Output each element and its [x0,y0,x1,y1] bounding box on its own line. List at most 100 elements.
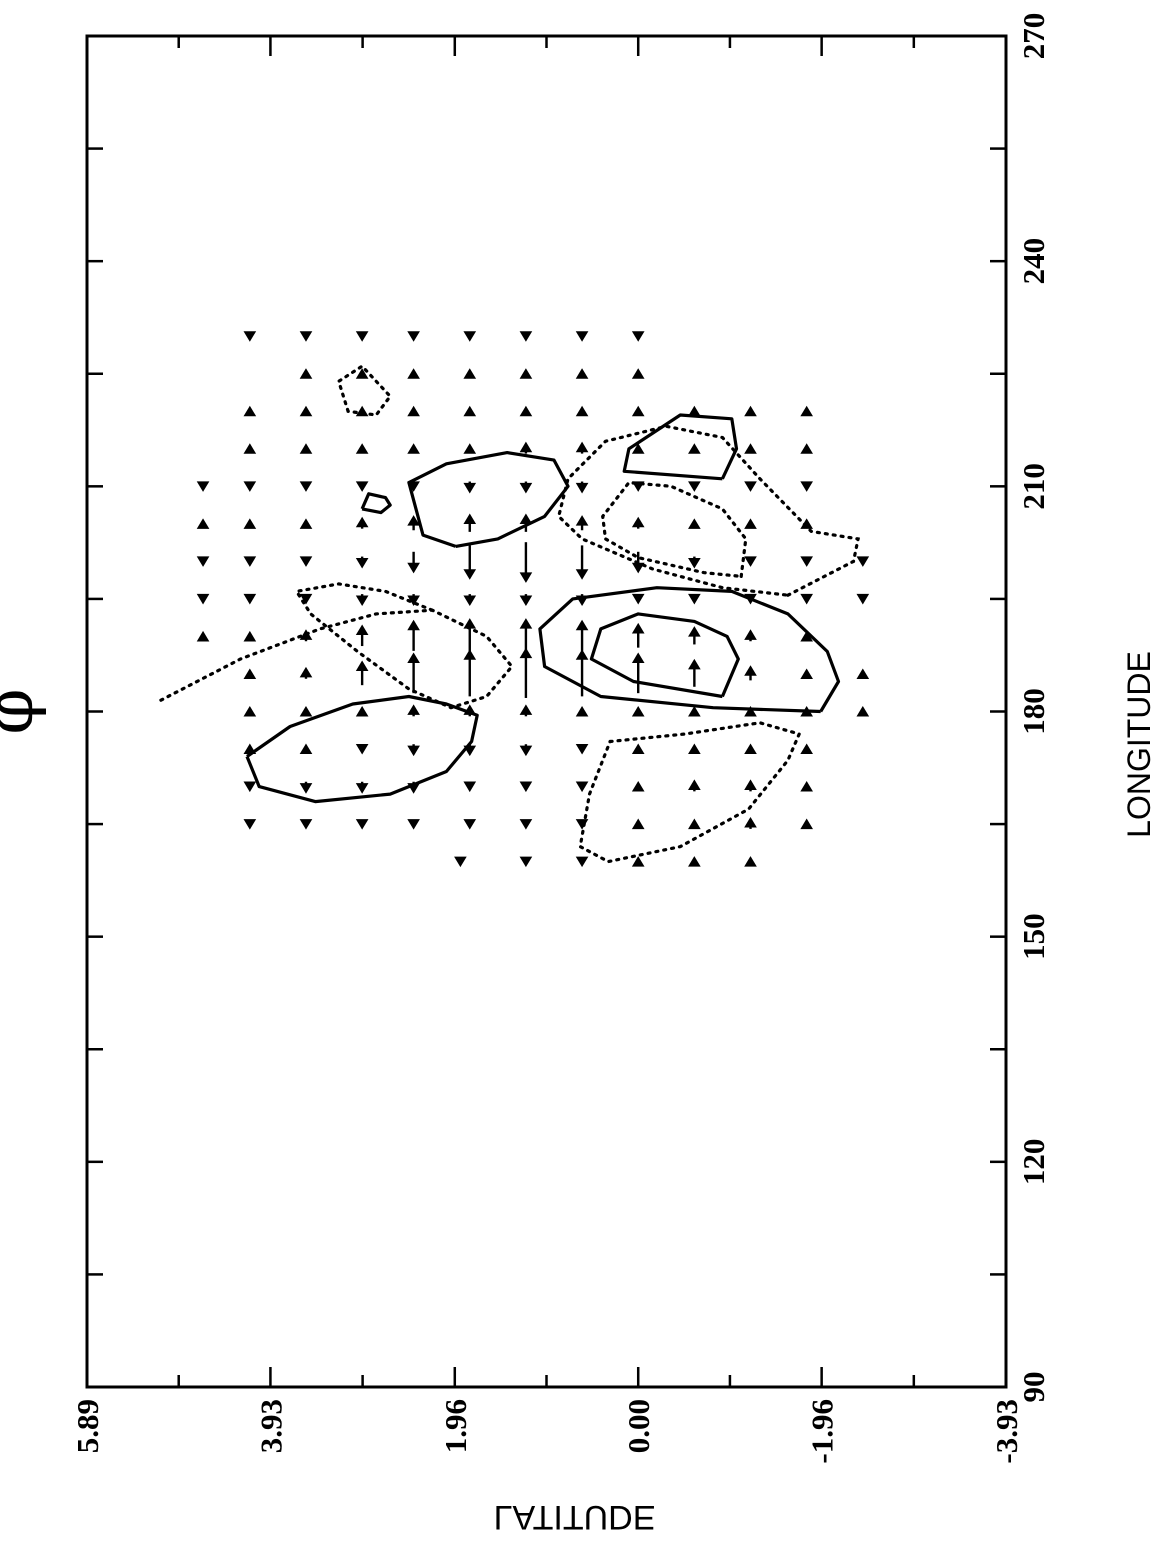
y-tick-label: -1.96 [805,1399,840,1464]
vector-head [575,649,589,660]
vector-head [196,556,210,567]
vector-head [631,622,645,634]
vector-arrow [243,481,257,492]
vector-arrow [243,443,257,454]
vector-head [407,368,420,379]
vector-head [744,443,757,454]
vector-arrow [463,649,477,697]
vector-arrow [631,551,645,574]
contour-solid [245,694,479,804]
vector-head [631,593,645,605]
vector-arrow [575,819,589,830]
vector-head [299,743,313,755]
vector-arrow [355,705,369,717]
vector-arrow [299,331,313,342]
vector-head [688,743,701,755]
vector-head [744,856,757,867]
vector-head [243,705,257,717]
vector-head [407,515,420,526]
vector-arrow [575,744,589,755]
vector-arrow [519,856,533,868]
vector-arrow [407,515,420,531]
vector-head [688,557,701,569]
vector-arrow [519,744,533,757]
vector-head [744,816,757,828]
vector-head [631,818,645,830]
vector-head [519,595,533,607]
x-tick-label: 270 [1016,13,1051,60]
vector-arrow [299,368,313,379]
x-tick-label: 210 [1016,463,1051,510]
vector-arrow [744,405,757,417]
vector-head [355,443,369,454]
vector-arrow [575,545,589,580]
vector-head [407,819,420,830]
vector-head [299,331,313,342]
vector-head [631,856,645,867]
vector-head [196,630,210,642]
chart-title: φ [0,688,48,734]
vector-head [631,481,645,492]
vector-head [407,443,420,454]
vector-head [299,705,313,717]
contour-lines [159,364,861,864]
vector-head [856,593,870,605]
vector-arrow [744,518,757,529]
vector-arrow [407,594,420,607]
vector-arrow [299,743,313,755]
vector-arrow [744,481,757,492]
vector-arrow [800,743,813,755]
vector-head [519,745,533,757]
vector-head [196,593,210,605]
vector-arrow [463,819,477,830]
vector-arrow [299,518,313,529]
vector-arrow [631,652,645,694]
vector-head [519,647,533,659]
vector-arrow [196,630,210,642]
vector-head [519,572,533,583]
vector-arrow [744,665,757,681]
vector-arrow [575,515,589,531]
x-axis-label: LONGITUDE [1121,651,1157,838]
vector-head [856,705,870,717]
vector-arrow [463,443,477,454]
y-tick-label: 3.93 [253,1399,288,1453]
vector-head [463,649,477,660]
vector-head [463,513,477,525]
contour-dotted [336,364,393,417]
vector-head [355,481,369,492]
vector-head [407,652,420,663]
vector-arrow [407,443,420,454]
vector-arrow [407,551,420,574]
vector-arrow [688,481,701,492]
vector-arrow [631,516,645,529]
vector-head [355,368,369,379]
vector-head [631,368,645,379]
x-tick-label: 120 [1016,1139,1051,1186]
vector-head [407,745,420,757]
vector-arrow [243,556,257,567]
vector-head [744,743,757,755]
vector-arrow [688,818,701,830]
vector-head [463,405,477,417]
vector-arrow [575,649,589,697]
vector-head [299,481,313,492]
vector-head [800,481,813,492]
vector-arrow [519,542,533,583]
vector-arrow [631,856,645,867]
vector-arrow [299,629,313,642]
vector-arrow [631,622,645,648]
vector-arrow [800,481,813,492]
vector-head [688,705,701,717]
vector-arrow [463,405,477,417]
vector-arrow [744,556,757,567]
vector-arrow [407,652,420,694]
vector-head [519,331,533,342]
vector-arrow [519,513,533,532]
vector-head [688,658,701,670]
vector-head [800,781,813,792]
vector-arrow [800,781,813,792]
vector-head [800,668,813,679]
vector-arrow [575,405,589,417]
